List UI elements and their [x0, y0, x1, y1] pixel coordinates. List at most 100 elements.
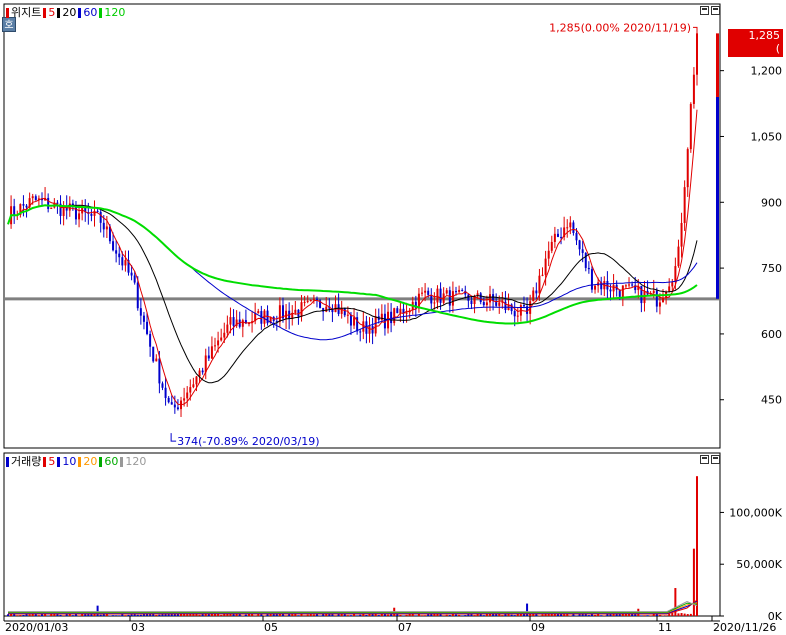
- volume-bar: [421, 615, 424, 616]
- candle-body: [173, 404, 176, 408]
- close-volume-pane-button[interactable]: [711, 455, 720, 464]
- candle-body: [257, 311, 260, 314]
- volume-bar: [680, 613, 683, 616]
- volume-bar: [281, 613, 284, 616]
- volume-bar: [322, 614, 325, 616]
- candle-body: [563, 227, 566, 238]
- volume-bar: [173, 614, 176, 616]
- candle-body: [464, 290, 467, 295]
- volume-bar: [448, 615, 451, 616]
- candle-body: [680, 222, 683, 247]
- candle-body: [387, 311, 390, 329]
- candle-body: [473, 295, 476, 305]
- volume-bar: [538, 615, 541, 616]
- volume-bar: [170, 614, 173, 616]
- volume-bar: [458, 614, 461, 616]
- volume-bar: [677, 613, 680, 616]
- volume-bar: [28, 614, 31, 616]
- candle-body: [550, 241, 553, 251]
- price-legend-label: 5: [48, 6, 56, 19]
- volume-bar: [226, 614, 229, 616]
- volume-bar: [652, 613, 655, 616]
- candle-body: [325, 306, 328, 312]
- volume-bar: [22, 615, 25, 616]
- candle-body: [34, 196, 37, 200]
- candle-body: [244, 320, 247, 324]
- candle-body: [115, 250, 118, 254]
- price-pane-frame: [3, 3, 721, 449]
- ma-20-line: [7, 204, 698, 384]
- candle-body: [263, 310, 266, 324]
- volume-bar: [353, 614, 356, 616]
- current-price-value: 1,285: [748, 29, 781, 42]
- candle-body: [547, 250, 550, 259]
- volume-bar: [578, 614, 581, 616]
- volume-bar: [7, 614, 9, 616]
- candle-body: [118, 253, 121, 258]
- volume-bar: [263, 615, 266, 616]
- candle-body: [504, 301, 507, 311]
- ma-120-line: [7, 204, 698, 325]
- volume-bar: [374, 614, 377, 616]
- candle-body: [189, 387, 192, 393]
- volume-bar: [207, 613, 210, 616]
- volume-bar: [383, 613, 386, 616]
- candle-body: [74, 206, 77, 220]
- close-price-pane-button[interactable]: [711, 6, 720, 15]
- volume-bar: [686, 614, 689, 616]
- candle-body: [170, 402, 173, 405]
- volume-bar: [492, 613, 495, 616]
- maximize-volume-pane-button[interactable]: [700, 455, 709, 464]
- volume-bar: [674, 588, 677, 616]
- price-legend-label: 60: [83, 6, 98, 19]
- volume-bar: [44, 614, 47, 616]
- volume-bar: [285, 615, 288, 616]
- volume-bar: [99, 614, 102, 616]
- candle-body: [662, 297, 665, 303]
- candle-body: [260, 311, 263, 324]
- volume-bar: [105, 614, 108, 616]
- candle-body: [640, 285, 643, 304]
- volume-bar: [303, 615, 306, 616]
- volume-bar: [34, 614, 37, 616]
- volume-bar: [575, 615, 578, 616]
- volume-bar: [300, 614, 303, 616]
- volume-bar: [488, 613, 491, 616]
- candle-body: [353, 317, 356, 326]
- volume-bar: [319, 615, 322, 616]
- volume-bar: [624, 613, 627, 616]
- volume-bar: [115, 615, 118, 616]
- volume-bar: [118, 615, 121, 616]
- volume-bar: [176, 613, 179, 616]
- candle-body: [201, 370, 204, 373]
- axis-range-bar-down: [716, 96, 719, 299]
- candle-body: [84, 207, 87, 213]
- volume-bar: [671, 612, 674, 616]
- volume-bar: [214, 613, 217, 616]
- candle-body: [383, 313, 386, 329]
- volume-bar: [25, 613, 28, 616]
- maximize-price-pane-button[interactable]: [700, 6, 709, 15]
- volume-bar: [356, 615, 359, 616]
- x-tick-label: 07: [398, 621, 412, 634]
- candle-body: [183, 398, 186, 401]
- volume-bar: [590, 614, 593, 616]
- volume-bar: [223, 614, 226, 616]
- volume-bar: [417, 613, 420, 616]
- volume-bar: [631, 613, 634, 616]
- candle-body: [155, 358, 158, 362]
- candle-body: [40, 198, 43, 201]
- price-legend: 위지트 5 20 60 120: [6, 6, 127, 20]
- candle-body: [142, 315, 145, 322]
- price-legend-marker: [6, 8, 9, 18]
- candle-body: [390, 311, 393, 324]
- volume-bar: [96, 605, 99, 616]
- high-marker: [693, 26, 698, 34]
- volume-bar: [482, 615, 485, 616]
- side-toggle-button[interactable]: 호: [2, 17, 16, 32]
- candle-body: [121, 257, 124, 266]
- candle-body: [303, 301, 306, 303]
- candle-body: [368, 326, 371, 334]
- candle-body: [495, 300, 498, 306]
